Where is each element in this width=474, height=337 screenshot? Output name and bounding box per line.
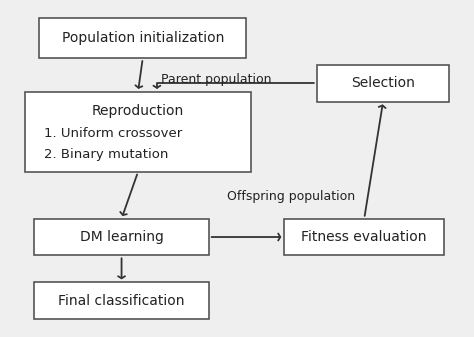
FancyBboxPatch shape bbox=[25, 92, 251, 172]
FancyBboxPatch shape bbox=[39, 18, 246, 58]
Text: Reproduction: Reproduction bbox=[92, 104, 184, 118]
FancyBboxPatch shape bbox=[35, 219, 209, 255]
Text: Final classification: Final classification bbox=[58, 294, 185, 308]
Text: DM learning: DM learning bbox=[80, 230, 164, 244]
Text: Parent population: Parent population bbox=[161, 73, 271, 86]
Text: Population initialization: Population initialization bbox=[62, 31, 224, 45]
Text: Fitness evaluation: Fitness evaluation bbox=[301, 230, 427, 244]
Text: 1. Uniform crossover: 1. Uniform crossover bbox=[44, 127, 182, 140]
FancyBboxPatch shape bbox=[35, 282, 209, 319]
Text: Selection: Selection bbox=[351, 76, 415, 90]
Text: Offspring population: Offspring population bbox=[227, 190, 355, 204]
FancyBboxPatch shape bbox=[284, 219, 444, 255]
FancyBboxPatch shape bbox=[317, 65, 449, 102]
Text: 2. Binary mutation: 2. Binary mutation bbox=[44, 149, 168, 161]
